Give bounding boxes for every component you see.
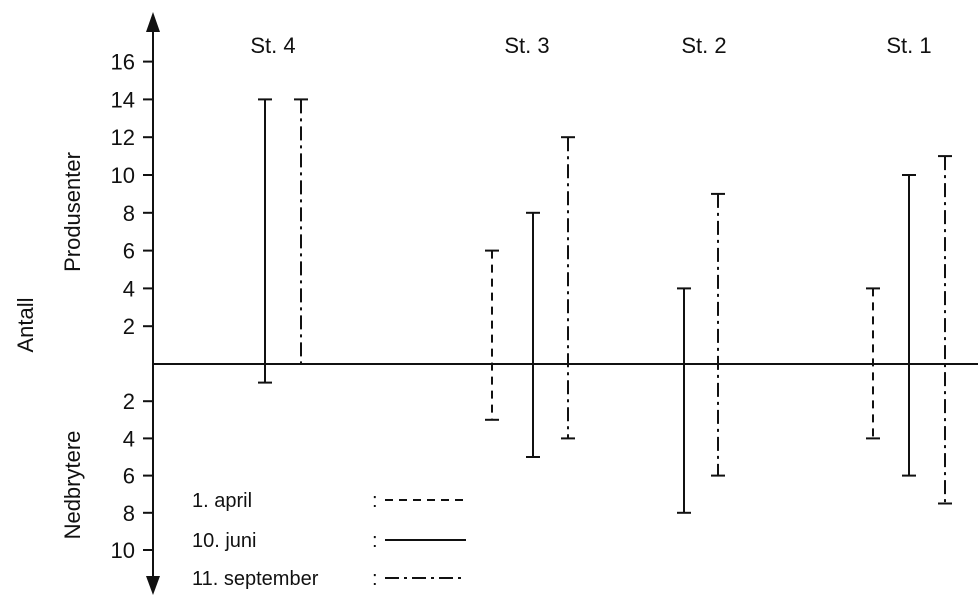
range-bar [258,98,272,384]
range-bar [561,136,575,440]
range-bar [902,174,916,477]
legend: 1. april: 10. juni: 11. september: [192,490,466,590]
range-bar [294,98,308,365]
tick-label-upper: 16 [111,50,135,75]
tick-label-upper: 6 [123,239,135,264]
tick-label-upper: 2 [123,314,135,339]
axis-title-outer: Antall [13,297,38,352]
tick-label-lower: 4 [123,426,135,451]
y-ticks: 2 4 6 8 10 12 14 16 2 4 6 8 10 [111,50,153,563]
tick-label-lower: 2 [123,389,135,414]
tick-label-upper: 8 [123,201,135,226]
axis-title-lower: Nedbrytere [60,431,85,540]
range-bar [711,192,725,477]
y-axis-arrow-top [146,12,160,32]
tick-label-upper: 10 [111,163,135,188]
y-axis-arrow-bottom [146,576,160,595]
tick-label-upper: 12 [111,125,135,150]
legend-separator: : [372,530,378,552]
range-bar [938,155,952,505]
station-label: St. 4 [250,33,295,58]
range-bar [526,211,540,458]
tick-label-lower: 10 [111,538,135,563]
range-bar [485,249,499,421]
legend-label: 10. juni [192,530,257,552]
tick-label-lower: 6 [123,464,135,489]
tick-label-upper: 4 [123,276,135,301]
legend-separator: : [372,568,378,590]
station-label: St. 2 [681,33,726,58]
station-label: St. 1 [886,33,931,58]
legend-label: 11. september [192,568,319,590]
axis-title-upper: Produsenter [60,152,85,272]
range-bars [258,98,952,514]
tick-label-upper: 14 [111,87,135,112]
legend-label: 1. april [192,490,252,512]
range-bar [677,287,691,514]
range-bar [866,287,880,440]
legend-separator: : [372,490,378,512]
station-labels: St. 4 St. 3 St. 2 St. 1 [250,33,931,58]
station-label: St. 3 [504,33,549,58]
tick-label-lower: 8 [123,501,135,526]
